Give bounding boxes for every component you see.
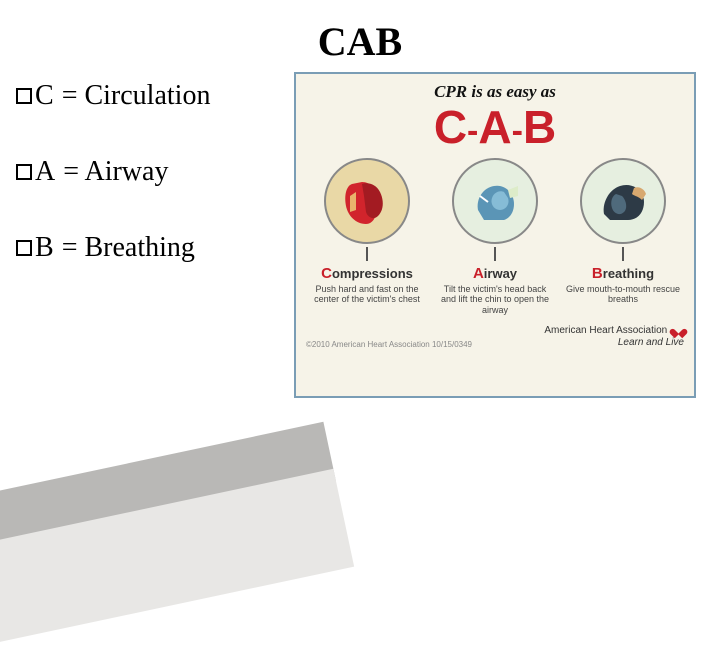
divider-icon <box>366 247 368 261</box>
card-title-rest: irway <box>484 266 517 281</box>
compressions-card: Compressions Push hard and fast on the c… <box>307 158 427 315</box>
breathing-card: Breathing Give mouth-to-mouth rescue bre… <box>563 158 683 315</box>
card-title-first: C <box>321 265 332 282</box>
divider-icon <box>494 247 496 261</box>
slide-title: CAB <box>0 18 720 65</box>
card-title: Airway <box>473 265 517 282</box>
rescue-breath-icon <box>588 166 658 236</box>
cab-dash: - <box>512 112 523 150</box>
cab-letter: B <box>523 101 556 153</box>
head-tilt-icon <box>460 166 530 236</box>
card-desc: Push hard and fast on the center of the … <box>309 284 425 305</box>
bullet-letter: C <box>35 80 54 112</box>
divider-icon <box>622 247 624 261</box>
bullet-text: = Breathing <box>62 232 195 264</box>
poster-footer: ©2010 American Heart Association 10/15/0… <box>306 325 684 349</box>
aha-block: American Heart Association Learn and Liv… <box>544 325 684 349</box>
compressions-icon <box>324 158 410 244</box>
bullet-item: A = Airway <box>16 156 276 188</box>
cab-letter: C <box>434 101 467 153</box>
card-title: Compressions <box>321 265 413 282</box>
airway-icon <box>452 158 538 244</box>
cab-dash: - <box>467 112 478 150</box>
airway-card: Airway Tilt the victim's head back and l… <box>435 158 555 315</box>
poster-heading: CPR is as easy as <box>306 82 684 102</box>
card-title-first: B <box>592 265 603 282</box>
bullet-item: B = Breathing <box>16 232 276 264</box>
bullet-marker-icon <box>16 88 32 104</box>
card-title-rest: ompressions <box>332 266 413 281</box>
hands-icon <box>332 166 402 236</box>
card-title-first: A <box>473 265 484 282</box>
decorative-wedge <box>0 383 357 657</box>
bullet-letter: A <box>35 156 55 188</box>
cab-letter: A <box>478 101 511 153</box>
bullet-text: = Airway <box>63 156 168 188</box>
bullet-item: C = Circulation <box>16 80 276 112</box>
card-title-rest: reathing <box>603 266 654 281</box>
bullet-text: = Circulation <box>62 80 211 112</box>
card-desc: Tilt the victim's head back and lift the… <box>437 284 553 315</box>
aha-name: American Heart Association <box>544 325 667 336</box>
card-desc: Give mouth-to-mouth rescue breaths <box>565 284 681 305</box>
aha-tagline: Learn and Live <box>544 337 684 349</box>
bullet-letter: B <box>35 232 54 264</box>
bullet-marker-icon <box>16 164 32 180</box>
bullet-list: C = Circulation A = Airway B = Breathing <box>16 80 276 308</box>
heart-icon <box>673 325 684 336</box>
poster-copyright: ©2010 American Heart Association 10/15/0… <box>306 340 472 349</box>
card-title: Breathing <box>592 265 654 282</box>
breathing-icon <box>580 158 666 244</box>
poster-cab-letters: C-A-B <box>306 104 684 150</box>
cpr-poster: CPR is as easy as C-A-B Compressions Pus… <box>294 72 696 398</box>
bullet-marker-icon <box>16 240 32 256</box>
poster-icon-row: Compressions Push hard and fast on the c… <box>306 158 684 315</box>
